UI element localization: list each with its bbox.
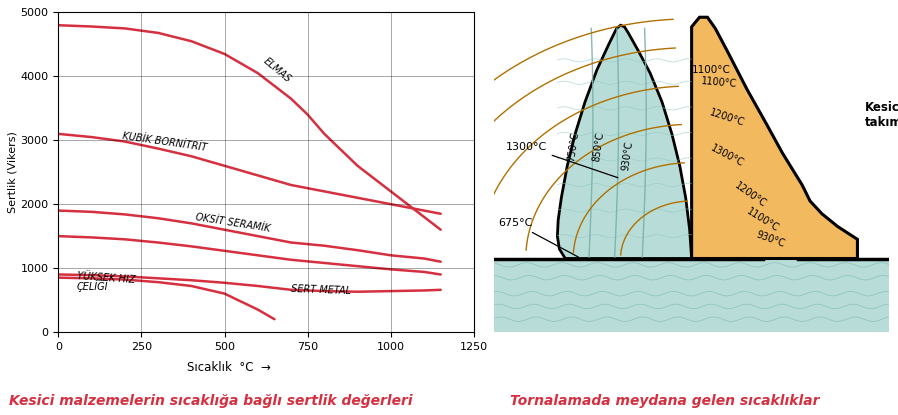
Polygon shape (494, 259, 889, 332)
Polygon shape (558, 25, 691, 259)
Text: Kesici
takım: Kesici takım (866, 101, 898, 129)
Text: ELMAS: ELMAS (261, 56, 293, 85)
Text: Sıcaklık  °C  →: Sıcaklık °C → (187, 361, 271, 374)
Text: 850°C: 850°C (592, 131, 606, 162)
Text: ÇELİĞİ: ÇELİĞİ (76, 281, 108, 293)
Text: 1300°C: 1300°C (506, 142, 618, 178)
Text: 1300°C: 1300°C (709, 143, 745, 169)
Text: 675°C: 675°C (498, 218, 578, 257)
Text: 1100°C: 1100°C (692, 65, 731, 75)
Text: 1200°C: 1200°C (733, 180, 769, 209)
Text: 930°C: 930°C (755, 229, 787, 249)
Text: 1200°C: 1200°C (709, 107, 746, 128)
Text: SERT METAL: SERT METAL (291, 283, 351, 295)
Text: 1100°C: 1100°C (700, 76, 737, 89)
Text: OKSİT SERAMİK: OKSİT SERAMİK (195, 212, 271, 234)
Text: 750°C: 750°C (566, 131, 580, 162)
Text: Kesici malzemelerin sıcaklığa bağlı sertlik değerleri: Kesici malzemelerin sıcaklığa bağlı sert… (9, 393, 413, 408)
Text: 1100°C: 1100°C (744, 206, 780, 234)
Polygon shape (691, 17, 858, 259)
Text: Tornalamada meydana gelen sıcaklıklar: Tornalamada meydana gelen sıcaklıklar (510, 393, 819, 408)
Text: YÜKSEK HIZ: YÜKSEK HIZ (76, 271, 136, 286)
Text: 930°C: 930°C (621, 141, 635, 172)
Text: KUBİK BORNİTRİT: KUBİK BORNİTRİT (121, 132, 207, 153)
Y-axis label: Sertlik (Vikers): Sertlik (Vikers) (8, 131, 18, 213)
